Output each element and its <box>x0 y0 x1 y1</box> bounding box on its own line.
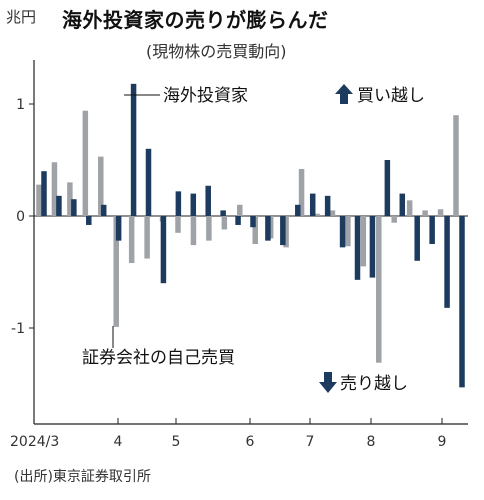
bar-foreign <box>190 193 197 216</box>
bar-broker <box>113 216 119 327</box>
bar-broker <box>67 182 73 216</box>
bar-broker <box>329 210 336 216</box>
bar-broker <box>206 216 212 241</box>
bar-broker <box>175 216 181 233</box>
x-tick-label: 9 <box>438 434 447 450</box>
x-tick-label: 7 <box>306 434 315 450</box>
bar-broker <box>360 216 367 267</box>
bar-foreign <box>175 191 182 216</box>
bar-broker <box>345 216 351 247</box>
source-note: (出所)東京証券取引所 <box>14 469 151 485</box>
series2-label: 証券会社の自己売買 <box>82 348 235 368</box>
bar-broker <box>190 216 197 246</box>
bar-foreign <box>56 195 62 216</box>
bar-foreign <box>250 216 256 228</box>
bar-broker <box>98 156 104 216</box>
bar-broker <box>453 115 459 216</box>
bar-foreign <box>459 216 465 388</box>
x-tick-label: 6 <box>246 434 255 450</box>
bar-foreign <box>100 204 107 216</box>
bar-foreign <box>295 204 301 216</box>
bar-foreign <box>86 216 92 225</box>
bar-broker <box>422 210 428 216</box>
bar-broker <box>51 162 58 216</box>
bar-broker <box>376 216 382 363</box>
sell-label: 売り越し <box>340 374 408 394</box>
up-arrow-icon <box>335 84 353 104</box>
chart-subtitle: (現物株の売買動向) <box>146 42 287 61</box>
bar-foreign <box>429 216 435 244</box>
down-arrow-icon <box>319 372 337 393</box>
x-tick-label: 8 <box>367 434 376 450</box>
bar-foreign <box>71 199 77 216</box>
bar-foreign <box>160 216 167 284</box>
bar-foreign <box>339 216 346 248</box>
buy-label: 買い越し <box>357 86 425 106</box>
y-unit-label: 兆円 <box>6 8 37 26</box>
bar-foreign <box>145 148 152 216</box>
bar-broker <box>82 110 89 216</box>
bar-foreign <box>235 216 241 225</box>
series1-label: 海外投資家 <box>163 86 248 106</box>
bar-broker <box>298 168 305 216</box>
bar-foreign <box>280 216 286 246</box>
bar-foreign <box>115 216 122 241</box>
bar-foreign <box>309 193 316 216</box>
bar-broker <box>221 216 228 230</box>
x-tick-label: 4 <box>114 434 123 450</box>
bar-foreign <box>265 216 271 241</box>
bar-broker <box>283 216 289 248</box>
bar-broker <box>314 213 320 216</box>
x-tick-label: 2024/3 <box>10 434 59 450</box>
bar-broker <box>252 216 258 244</box>
bar-foreign <box>324 195 331 216</box>
bar-broker <box>36 184 42 216</box>
bar-foreign <box>444 216 450 308</box>
bar-broker <box>391 216 397 223</box>
y-tick-label: 1 <box>16 97 25 113</box>
bar-foreign <box>220 210 226 216</box>
bar-foreign <box>354 216 361 280</box>
bar-foreign <box>130 83 137 216</box>
bar-foreign <box>205 185 211 216</box>
bar-foreign <box>399 193 406 216</box>
bar-broker <box>406 200 413 216</box>
x-tick-label: 5 <box>172 434 181 450</box>
bar-broker <box>437 209 444 216</box>
bar-broker <box>128 216 135 264</box>
bar-foreign <box>41 171 47 216</box>
bar-broker <box>144 216 150 259</box>
bar-foreign <box>414 216 420 261</box>
y-tick-label: 0 <box>16 209 25 225</box>
bar-broker <box>237 204 243 216</box>
bar-foreign <box>369 216 376 278</box>
y-tick-label: -1 <box>11 321 25 337</box>
chart-title: 海外投資家の売りが膨らんだ <box>62 8 329 32</box>
bar-foreign <box>384 160 391 216</box>
